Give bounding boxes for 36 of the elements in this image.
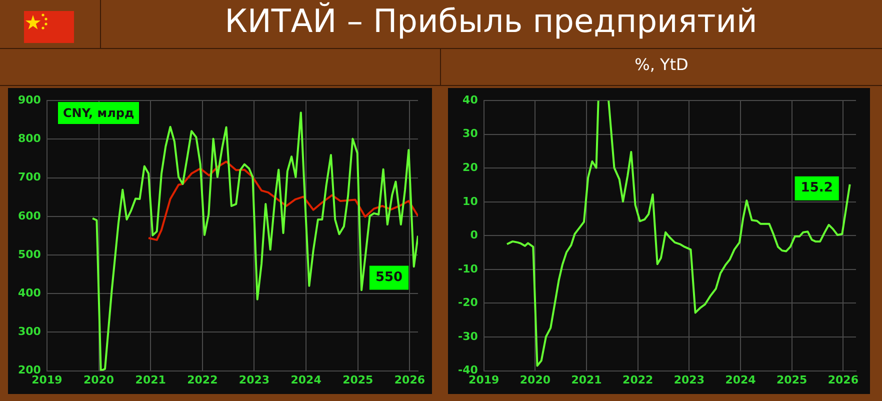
y-tick-label: 900	[18, 93, 42, 106]
y-tick-label: 10	[462, 194, 478, 208]
y-tick-label: 700	[18, 170, 42, 184]
x-tick-label: 2022	[622, 373, 654, 386]
y-tick-label: -30	[458, 330, 478, 343]
y-tick-label: 300	[18, 325, 42, 338]
x-tick-label: 2023	[238, 373, 270, 386]
y-tick-label: 0	[470, 228, 478, 242]
x-tick-label: 2020	[520, 373, 551, 386]
annotation: 15.2	[800, 180, 833, 196]
x-tick-label: 2023	[674, 373, 704, 386]
y-tick-label: 800	[18, 132, 42, 146]
x-tick-label: 2019	[32, 373, 62, 386]
y-axis-title: CNY, млрд	[58, 102, 140, 124]
x-tick-label: 2025	[776, 373, 808, 386]
x-tick-label: 2026	[828, 373, 859, 386]
y-tick-label: 40	[462, 93, 478, 106]
x-tick-label: 2019	[468, 373, 500, 386]
y-axis-title: %, YtD	[634, 55, 690, 74]
x-tick-label: 2020	[83, 373, 114, 386]
x-tick-label: 2021	[135, 373, 166, 386]
y-tick-label: -10	[458, 262, 478, 276]
y-tick-label: 400	[18, 286, 42, 300]
x-tick-label: 2024	[725, 373, 756, 386]
y-tick-label: 20	[462, 161, 478, 174]
x-tick-label: 2025	[342, 373, 374, 386]
y-tick-label: -20	[458, 296, 478, 310]
y-tick-label: 500	[18, 248, 42, 261]
text: КИТАЙ – Прибыль предприятий	[224, 2, 758, 40]
annotation: 550	[375, 270, 403, 286]
y-tick-label: 600	[18, 209, 42, 222]
x-tick-label: 2024	[290, 373, 322, 386]
x-tick-label: 2026	[394, 373, 426, 386]
x-tick-label: 2021	[571, 373, 602, 386]
x-tick-label: 2022	[187, 373, 218, 386]
y-tick-label: 30	[462, 127, 478, 140]
